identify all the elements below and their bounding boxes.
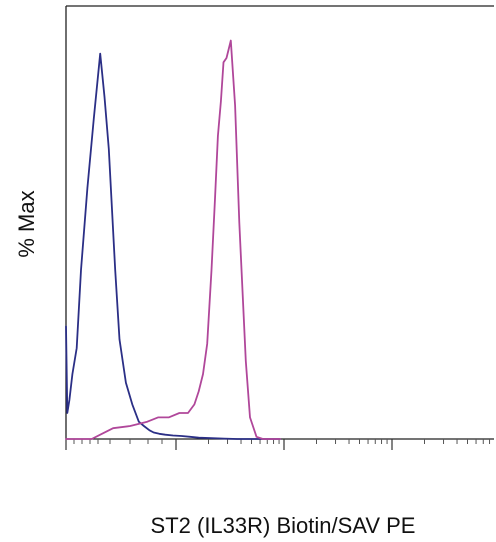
plot-frame <box>65 5 494 439</box>
series-line-2 <box>65 39 281 440</box>
series-layer <box>65 39 281 440</box>
series-line-1 <box>65 52 281 440</box>
x-axis-title: ST2 (IL33R) Biotin/SAV PE <box>151 513 416 538</box>
y-axis-title: % Max <box>14 190 39 257</box>
x-axis <box>65 438 494 450</box>
